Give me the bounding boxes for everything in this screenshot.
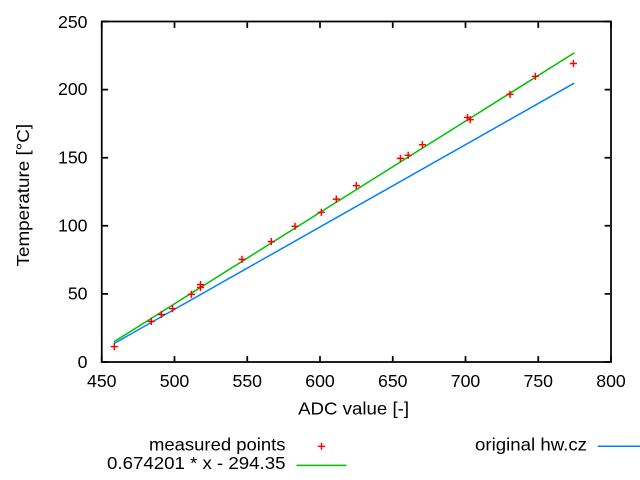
svg-text:ADC value [-]: ADC value [-]	[298, 399, 409, 419]
svg-text:650: 650	[378, 371, 408, 391]
svg-text:50: 50	[68, 284, 88, 304]
svg-text:100: 100	[58, 215, 88, 235]
svg-text:800: 800	[596, 371, 626, 391]
svg-text:0.674201 * x - 294.35: 0.674201 * x - 294.35	[107, 453, 286, 473]
svg-text:200: 200	[58, 79, 88, 99]
svg-text:150: 150	[58, 147, 88, 167]
svg-text:Temperature [°C]: Temperature [°C]	[13, 124, 33, 267]
svg-text:750: 750	[523, 371, 553, 391]
svg-text:500: 500	[160, 371, 190, 391]
svg-text:original hw.cz: original hw.cz	[475, 434, 587, 454]
svg-text:0: 0	[78, 352, 88, 372]
svg-text:600: 600	[305, 371, 335, 391]
svg-text:measured points: measured points	[149, 434, 286, 454]
svg-text:250: 250	[58, 12, 88, 32]
svg-text:450: 450	[87, 371, 117, 391]
svg-text:700: 700	[451, 371, 481, 391]
svg-text:550: 550	[232, 371, 262, 391]
